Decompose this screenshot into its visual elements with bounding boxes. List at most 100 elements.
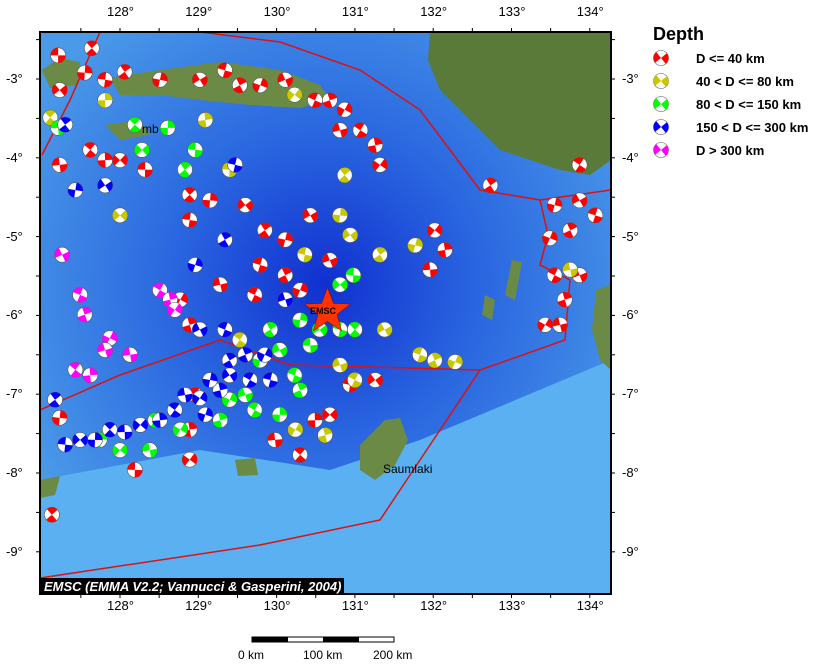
beachball-green[interactable]	[262, 321, 279, 338]
beachball-green[interactable]	[127, 116, 143, 133]
beachball-magenta[interactable]	[152, 282, 168, 298]
beachball-blue[interactable]	[242, 372, 258, 388]
beachball-blue[interactable]	[197, 406, 214, 423]
beachball-red[interactable]	[537, 317, 553, 333]
beachball-blue[interactable]	[177, 387, 193, 403]
beachball-magenta[interactable]	[54, 246, 70, 263]
beachball-red[interactable]	[97, 152, 113, 168]
beachball-magenta[interactable]	[72, 287, 88, 303]
beachball-blue[interactable]	[257, 346, 273, 363]
beachball-green[interactable]	[345, 267, 362, 284]
beachball-red[interactable]	[192, 71, 208, 88]
beachball-yellow[interactable]	[286, 86, 303, 103]
beachball-blue[interactable]	[227, 157, 243, 173]
beachball-magenta[interactable]	[76, 306, 93, 323]
beachball-blue[interactable]	[167, 402, 183, 418]
beachball-red[interactable]	[336, 101, 353, 118]
beachball-blue[interactable]	[102, 421, 118, 438]
beachball-blue[interactable]	[221, 352, 238, 369]
beachball-green[interactable]	[112, 442, 128, 458]
beachball-red[interactable]	[231, 77, 248, 94]
beachball-yellow[interactable]	[287, 421, 304, 438]
beachball-green[interactable]	[237, 387, 254, 403]
beachball-yellow[interactable]	[407, 237, 423, 254]
beachball-blue[interactable]	[152, 412, 168, 429]
beachball-red[interactable]	[422, 261, 438, 278]
beachball-blue[interactable]	[217, 321, 233, 338]
beachball-red[interactable]	[51, 157, 68, 173]
beachball-yellow[interactable]	[332, 207, 348, 224]
beachball-red[interactable]	[372, 157, 388, 173]
beachball-red[interactable]	[292, 447, 308, 463]
beachball-red[interactable]	[307, 412, 323, 429]
beachball-red[interactable]	[562, 222, 579, 239]
beachball-blue[interactable]	[192, 390, 208, 406]
beachball-yellow[interactable]	[562, 261, 579, 278]
beachball-red[interactable]	[332, 122, 348, 139]
legend-beachball[interactable]	[653, 119, 669, 135]
beachball-red[interactable]	[292, 282, 308, 298]
beachball-red[interactable]	[546, 197, 563, 213]
beachball-green[interactable]	[172, 421, 189, 438]
legend-beachball[interactable]	[653, 96, 669, 112]
legend-beachball[interactable]	[653, 142, 669, 158]
beachball-red[interactable]	[51, 82, 68, 98]
beachball-red[interactable]	[50, 47, 66, 64]
beachball-red[interactable]	[112, 152, 128, 168]
beachball-blue[interactable]	[116, 424, 133, 440]
beachball-yellow[interactable]	[342, 227, 359, 243]
beachball-yellow[interactable]	[426, 352, 443, 369]
beachball-blue[interactable]	[187, 257, 203, 273]
beachball-green[interactable]	[212, 412, 229, 429]
epicenter-star[interactable]	[303, 286, 352, 332]
beachball-red[interactable]	[257, 222, 273, 239]
legend-beachball[interactable]	[653, 73, 669, 89]
beachball-red[interactable]	[482, 177, 499, 194]
beachball-red[interactable]	[367, 372, 384, 388]
beachball-yellow[interactable]	[112, 207, 128, 224]
beachball-green[interactable]	[292, 382, 308, 399]
beachball-red[interactable]	[127, 462, 143, 478]
beachball-red[interactable]	[352, 122, 369, 139]
beachball-red[interactable]	[181, 451, 198, 468]
beachball-magenta[interactable]	[122, 346, 138, 363]
beachball-blue[interactable]	[57, 436, 73, 453]
beachball-blue[interactable]	[132, 417, 149, 433]
beachball-green[interactable]	[221, 391, 238, 408]
beachball-blue[interactable]	[202, 372, 218, 388]
beachball-blue[interactable]	[67, 182, 84, 198]
beachball-magenta[interactable]	[167, 302, 183, 318]
beachball-blue[interactable]	[277, 291, 294, 308]
beachball-blue[interactable]	[221, 367, 238, 384]
beachball-blue[interactable]	[57, 116, 73, 133]
beachball-blue[interactable]	[192, 321, 208, 338]
beachball-blue[interactable]	[217, 231, 233, 248]
beachball-red[interactable]	[116, 64, 133, 80]
beachball-yellow[interactable]	[296, 246, 313, 263]
beachball-magenta[interactable]	[97, 342, 113, 358]
beachball-red[interactable]	[307, 92, 323, 109]
beachball-blue[interactable]	[87, 432, 103, 448]
beachball-blue[interactable]	[262, 372, 279, 388]
beachball-green[interactable]	[302, 337, 319, 354]
beachball-red[interactable]	[571, 192, 588, 209]
beachball-red[interactable]	[97, 71, 113, 88]
beachball-yellow[interactable]	[412, 346, 428, 363]
beachball-red[interactable]	[277, 267, 294, 284]
beachball-blue[interactable]	[47, 391, 63, 408]
beachball-red[interactable]	[267, 432, 283, 448]
beachball-red[interactable]	[437, 242, 453, 258]
beachball-green[interactable]	[271, 342, 288, 358]
legend-beachball[interactable]	[653, 50, 669, 66]
beachball-red[interactable]	[277, 231, 294, 248]
beachball-red[interactable]	[152, 71, 168, 88]
beachball-red[interactable]	[546, 267, 563, 284]
beachball-red[interactable]	[84, 40, 100, 57]
beachball-red[interactable]	[587, 207, 604, 224]
beachball-blue[interactable]	[72, 432, 88, 448]
beachball-blue[interactable]	[237, 346, 254, 363]
beachball-yellow[interactable]	[332, 357, 348, 373]
beachball-red[interactable]	[217, 62, 233, 79]
beachball-red[interactable]	[426, 222, 443, 239]
beachball-red[interactable]	[252, 257, 268, 273]
